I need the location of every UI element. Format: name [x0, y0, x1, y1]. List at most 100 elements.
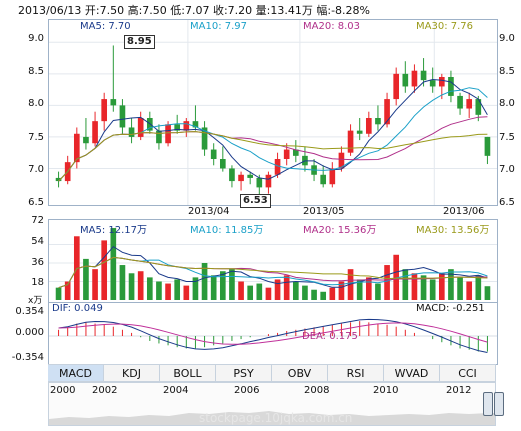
volume-bar [83, 259, 89, 300]
dif-label: DIF: 0.049 [52, 303, 103, 314]
volume-bar [302, 286, 308, 300]
price-ytick: 8.0 [2, 98, 44, 109]
price-ytick-right: 7.0 [499, 164, 519, 175]
volume-bar [457, 277, 463, 300]
navigator-right-handle[interactable] [494, 392, 504, 416]
tab-cci[interactable]: CCI [440, 364, 496, 382]
tab-obv[interactable]: OBV [272, 364, 328, 382]
volume-bar [101, 240, 107, 300]
candle-body [284, 150, 290, 159]
volume-ytick: 36 [2, 257, 44, 268]
volume-bar [165, 284, 171, 300]
candle-body [211, 150, 217, 159]
candle-body [247, 175, 253, 178]
volume-bar [238, 282, 244, 301]
tab-boll[interactable]: BOLL [160, 364, 216, 382]
candle-body [375, 118, 381, 124]
candle-body [485, 137, 491, 156]
tab-kdj[interactable]: KDJ [104, 364, 160, 382]
candle-body [421, 71, 427, 80]
date-label: 2013/05 [303, 206, 345, 217]
navigator-left-handle[interactable] [483, 392, 493, 416]
candle-body [120, 105, 126, 127]
candle-body [439, 77, 445, 86]
volume-ytick: 18 [2, 277, 44, 288]
price-ytick-right: 8.0 [499, 98, 519, 109]
candle-body [92, 121, 98, 143]
macd-value-wrap: MACD: -0.251 [416, 303, 485, 314]
volume-bar [275, 279, 281, 300]
dea-wrap: DEA: 0.175 [302, 331, 358, 342]
volume-bar [366, 277, 372, 300]
candle-body [448, 77, 454, 96]
high-callout: 8.95 [124, 35, 155, 49]
price-ma-legend: MA5: 7.70 [80, 21, 131, 32]
volume-bar [256, 284, 262, 300]
volume-bar [384, 265, 390, 300]
ma30-label: MA30: 7.76 [416, 21, 473, 32]
candle-body [475, 99, 481, 115]
volume-bar [138, 271, 144, 300]
vol-ma30-wrap: MA30: 13.56万 [416, 221, 489, 236]
price-ytick-right: 8.5 [499, 66, 519, 77]
year-label: 2006 [234, 385, 259, 396]
volume-bar [329, 288, 335, 300]
candle-body [366, 118, 372, 134]
ma20-label: MA20: 8.03 [303, 21, 360, 32]
price-ma30-wrap: MA30: 7.76 [416, 21, 473, 32]
volume-bar [311, 290, 317, 300]
volume-bar [174, 279, 180, 300]
volume-bar [156, 282, 162, 301]
candle-body [457, 96, 463, 109]
price-ma10-wrap: MA10: 7.97 [190, 21, 247, 32]
year-label: 2012 [446, 385, 471, 396]
price-ytick: 7.0 [2, 164, 44, 175]
candle-body [238, 175, 244, 181]
volume-unit: x万 [28, 293, 42, 306]
volume-bar [485, 286, 491, 300]
candle-body [129, 127, 135, 136]
volume-bar [92, 269, 98, 300]
tab-macd[interactable]: MACD [48, 364, 104, 382]
volume-bar [56, 288, 62, 300]
volume-bar [247, 286, 253, 300]
year-label: 2000 [50, 385, 75, 396]
volume-bar [466, 282, 472, 301]
price-panel[interactable] [48, 19, 498, 206]
vol-ma20-label: MA20: 15.36万 [303, 225, 376, 236]
vol-ma5-label: MA5: 12.17万 [80, 225, 147, 236]
vol-ma10-label: MA10: 11.85万 [190, 225, 263, 236]
volume-bar [147, 277, 153, 300]
volume-bar [293, 282, 299, 301]
candle-body [101, 99, 107, 121]
macd-ytick: 0.354 [2, 306, 44, 317]
vol-ma5-wrap: MA5: 12.17万 [80, 221, 147, 236]
year-label: 2004 [163, 385, 188, 396]
year-label: 2010 [373, 385, 398, 396]
date-label: 2013/04 [188, 206, 230, 217]
vol-ma30-label: MA30: 13.56万 [416, 225, 489, 236]
quote-summary: 2013/06/13 开:7.50 高:7.50 低:7.07 收:7.20 量… [18, 2, 370, 18]
indicator-tabs: MACD KDJ BOLL PSY OBV RSI WVAD CCI [48, 364, 496, 382]
volume-bar [266, 288, 272, 300]
candle-body [138, 118, 144, 137]
navigator-watermark: stockpage.10jqka.com.cn [199, 411, 352, 425]
volume-bar [211, 275, 217, 300]
tab-psy[interactable]: PSY [216, 364, 272, 382]
tab-rsi[interactable]: RSI [328, 364, 384, 382]
volume-ytick: 72 [2, 215, 44, 226]
candle-body [110, 99, 116, 105]
candle-body [275, 159, 281, 175]
dea-label: DEA: 0.175 [302, 331, 358, 342]
volume-bar [375, 284, 381, 300]
volume-bar [129, 273, 135, 300]
macd-ytick: -0.354 [2, 352, 44, 363]
volume-bar [284, 275, 290, 300]
volume-bar [402, 269, 408, 300]
volume-bar [475, 275, 481, 300]
volume-bar [412, 273, 418, 300]
tab-wvad[interactable]: WVAD [384, 364, 440, 382]
dif-wrap: DIF: 0.049 [52, 303, 103, 314]
candle-body [165, 124, 171, 143]
year-label: 2002 [92, 385, 117, 396]
